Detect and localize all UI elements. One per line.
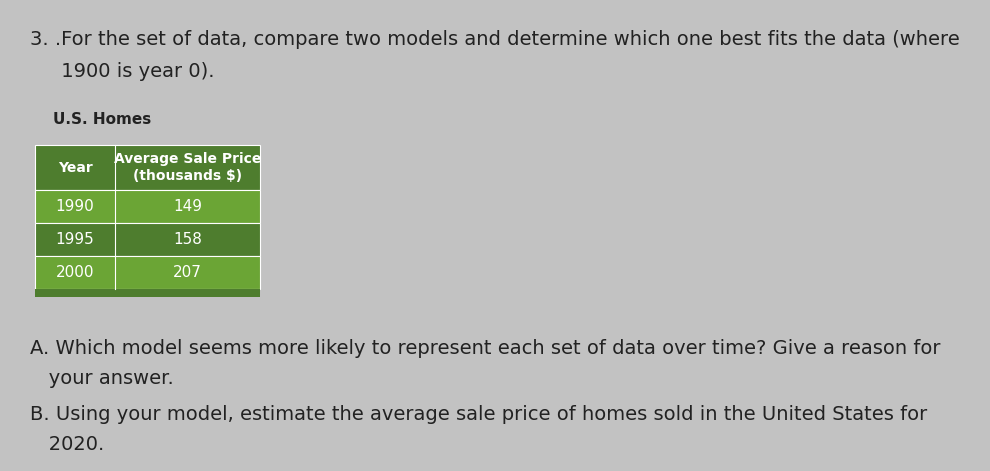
- Text: 1990: 1990: [55, 199, 94, 214]
- Text: 149: 149: [173, 199, 202, 214]
- Text: 1995: 1995: [55, 232, 94, 247]
- Bar: [35, 289, 260, 297]
- Text: 2000: 2000: [55, 265, 94, 280]
- Text: your answer.: your answer.: [30, 369, 174, 388]
- Text: 158: 158: [173, 232, 202, 247]
- Text: 207: 207: [173, 265, 202, 280]
- Bar: [35, 223, 260, 256]
- Text: Year: Year: [57, 161, 92, 174]
- Bar: [35, 145, 260, 190]
- Text: 1900 is year 0).: 1900 is year 0).: [30, 62, 215, 81]
- Text: A. Which model seems more likely to represent each set of data over time? Give a: A. Which model seems more likely to repr…: [30, 339, 940, 358]
- Text: U.S. Homes: U.S. Homes: [53, 112, 151, 127]
- Text: B. Using your model, estimate the average sale price of homes sold in the United: B. Using your model, estimate the averag…: [30, 405, 928, 424]
- Bar: [35, 256, 260, 289]
- Text: 3. .For the set of data, compare two models and determine which one best fits th: 3. .For the set of data, compare two mod…: [30, 30, 959, 49]
- Bar: [35, 190, 260, 223]
- Text: 2020.: 2020.: [30, 435, 104, 454]
- Text: Average Sale Price
(thousands $): Average Sale Price (thousands $): [114, 153, 261, 183]
